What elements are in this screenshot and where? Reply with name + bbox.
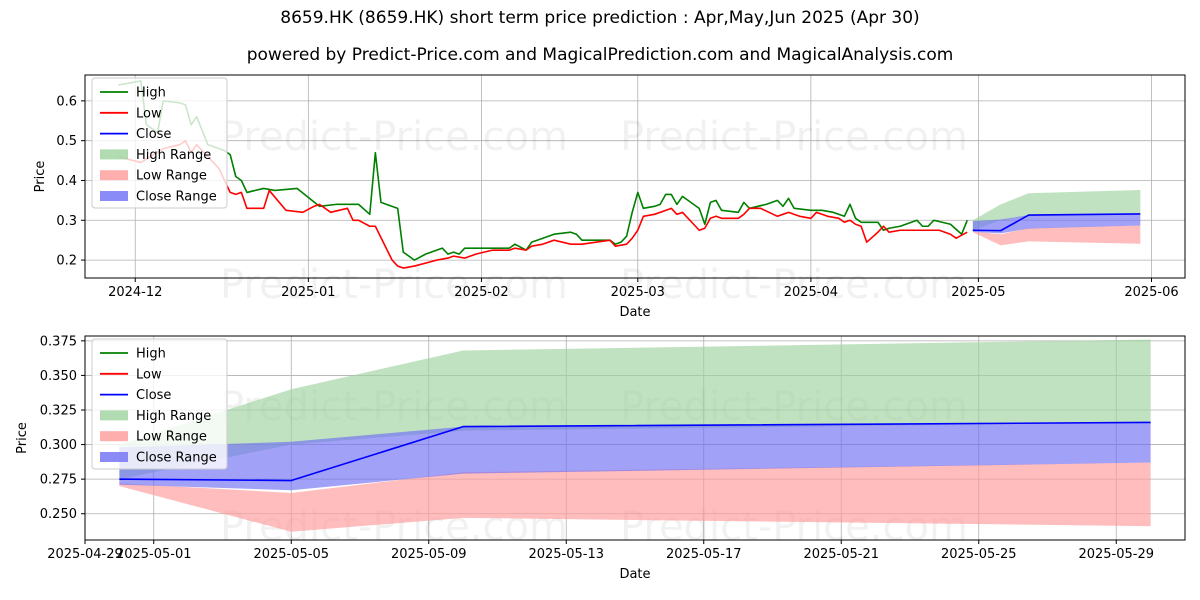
- x-tick-label: 2025-05-21: [803, 547, 879, 562]
- legend-label-close-range: Close Range: [136, 451, 217, 466]
- x-tick-label: 2025-05-25: [941, 547, 1017, 562]
- legend-label-close: Close: [136, 388, 171, 403]
- x-tick-label: 2025-05-13: [528, 547, 604, 562]
- y-tick-label: 0.3: [56, 214, 77, 229]
- x-tick-label: 2025-01: [281, 285, 335, 300]
- high-price-line: [118, 80, 968, 261]
- y-tick-label: 0.300: [40, 438, 77, 453]
- legend-label-high-range: High Range: [136, 409, 211, 424]
- plot-area: [119, 339, 1151, 532]
- legend-swatch-high-range: [100, 410, 128, 421]
- legend-label-high: High: [136, 86, 166, 101]
- watermark-text: Predict-Price.com: [620, 262, 968, 308]
- legend-swatch-close-range: [100, 191, 128, 201]
- chart-title: 8659.HK (8659.HK) short term price predi…: [280, 8, 920, 28]
- chart-panel-1: Predict-Price.com Predict-Price.com Predic…: [33, 74, 1186, 320]
- y-tick-label: 0.5: [56, 134, 77, 149]
- chart-legend: High Low Close High Range Low Range Close Ran…: [91, 77, 228, 209]
- close-price-line: [119, 421, 1151, 482]
- legend-label-close: Close: [136, 127, 171, 142]
- watermark-text: Predict-Price.com: [220, 262, 568, 308]
- x-tick-label: 2025-04: [784, 285, 838, 300]
- y-axis-label: Price: [33, 161, 48, 193]
- plot-frame: [84, 335, 1186, 541]
- legend-swatch-high-range: [100, 149, 128, 160]
- y-tick-label: 0.2: [56, 254, 77, 269]
- x-axis-label: Date: [619, 305, 650, 320]
- y-axis-label: Price: [15, 422, 30, 454]
- x-tick-label: 2025-05: [951, 285, 1005, 300]
- x-tick-label: 2025-06: [1124, 285, 1178, 300]
- close-price-line: [972, 213, 1141, 232]
- legend-label-low-range: Low Range: [136, 430, 207, 445]
- close-range-band: [119, 422, 1151, 491]
- low-range-band: [119, 462, 1151, 532]
- legend-swatch-close-range: [100, 452, 128, 462]
- y-tick-label: 0.325: [40, 403, 77, 418]
- x-tick-label: 2025-02: [454, 285, 508, 300]
- high-range-band: [972, 190, 1141, 231]
- low-price-line: [118, 139, 968, 269]
- x-tick-label: 2025-05-09: [391, 547, 467, 562]
- legend-label-low: Low: [136, 106, 162, 121]
- legend-label-high: High: [136, 347, 166, 362]
- x-tick-label: 2024-12: [108, 285, 162, 300]
- chart-subtitle: powered by Predict-Price.com and Magical…: [246, 45, 954, 65]
- plot-area: [118, 80, 1141, 269]
- y-tick-label: 0.350: [40, 369, 77, 384]
- chart-panel-2: Predict-Price.comPredict-Price.comPredic…: [15, 334, 1186, 582]
- x-tick-label: 2025-05-01: [116, 547, 192, 562]
- watermark-text: Predict-Price.com: [220, 114, 568, 160]
- high-range-band: [119, 339, 1151, 480]
- x-tick-label: 2025-04-29: [47, 547, 123, 562]
- y-tick-label: 0.6: [56, 94, 77, 109]
- legend-label-low-range: Low Range: [136, 169, 207, 184]
- x-tick-label: 2025-05-29: [1078, 547, 1154, 562]
- legend-label-low: Low: [136, 367, 162, 382]
- x-tick-label: 2025-03: [611, 285, 665, 300]
- x-tick-label: 2025-05-17: [666, 547, 742, 562]
- chart-legend: High Low Close High Range Low Range Close Ran…: [91, 338, 228, 470]
- legend-swatch-low-range: [100, 431, 128, 442]
- y-tick-label: 0.375: [40, 334, 77, 349]
- close-range-band: [972, 213, 1141, 234]
- low-range-band: [972, 225, 1141, 246]
- x-tick-label: 2025-05-05: [253, 547, 329, 562]
- plot-frame: [84, 74, 1186, 279]
- y-tick-label: 0.275: [40, 473, 77, 488]
- legend-label-close-range: Close Range: [136, 190, 217, 205]
- y-tick-label: 0.250: [40, 507, 77, 522]
- watermark-text: Predict-Price.com: [620, 114, 968, 160]
- y-tick-label: 0.4: [56, 174, 77, 189]
- legend-swatch-low-range: [100, 170, 128, 181]
- x-axis-label: Date: [619, 567, 650, 582]
- legend-label-high-range: High Range: [136, 148, 211, 163]
